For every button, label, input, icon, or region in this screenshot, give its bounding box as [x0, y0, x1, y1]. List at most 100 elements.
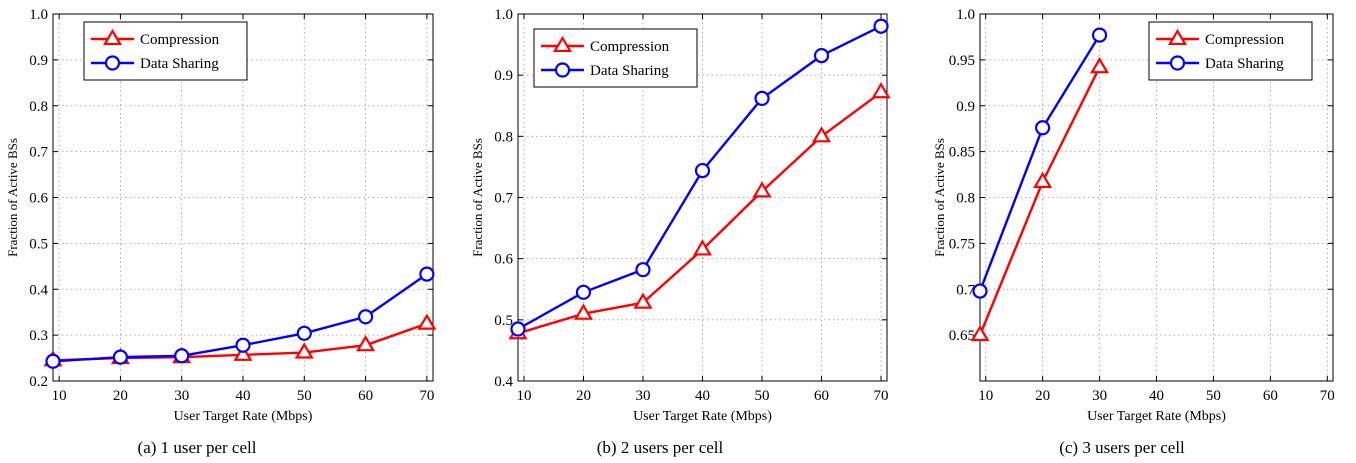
plot1-ytick-label-5: 0.9 [494, 68, 513, 84]
plot2-ytick-label-1: 0.7 [956, 282, 975, 298]
plot1-ytick-label-4: 0.8 [494, 129, 513, 145]
plot1-ytick-label-2: 0.6 [494, 252, 513, 268]
plot2-series-1-point-0 [972, 283, 988, 299]
plot0-series-1-point-5 [357, 309, 374, 325]
plot0-ytick-label-8: 1.0 [29, 7, 48, 23]
plot2-series-line-0 [978, 66, 1101, 336]
plot0-series-1-point-0 [45, 353, 61, 369]
plot0-y-axis-label: Fraction of Active BSs [5, 138, 20, 257]
caption-c: (c) 3 users per cell [1059, 438, 1185, 457]
plot1-series-1-point-3 [694, 162, 711, 179]
plot0-xtick-label-1: 20 [113, 388, 128, 404]
plot0-legend-marker-0 [102, 28, 123, 46]
plot1-series-1-point-2 [635, 262, 651, 278]
plot1-xtick-label-5: 60 [814, 388, 829, 404]
chart-0: 10 20 30 40 50 60 70 0.2 0.3 0.4 0.5 0.6 0.7 0.8 0.9 1.… [5, 7, 437, 424]
plot2-ytick-label-0: 0.65 [949, 328, 975, 344]
plot0-legend-label-1: Data Sharing [140, 56, 219, 72]
plot0-series-1-point-2 [174, 348, 190, 364]
plot0-ytick-label-6: 0.8 [29, 99, 48, 115]
plot2-legend-label-0: Compression [1205, 32, 1285, 48]
plot1-x-axis-label: User Target Rate (Mbps) [633, 409, 772, 424]
plot0-x-axis-label: User Target Rate (Mbps) [174, 409, 313, 424]
plot0-ytick-label-3: 0.5 [29, 236, 48, 252]
plot2-xtick-label-3: 40 [1149, 388, 1164, 404]
chart-2: 10 20 30 40 50 60 70 0.65 0.7 0.75 0.8 0.85 0.9 0.95 1… [932, 7, 1335, 424]
plot0-series-1-point-3 [235, 337, 251, 353]
plot2-series-1-point-2 [1091, 27, 1108, 43]
plot0-xtick-label-3: 40 [236, 388, 251, 404]
plot0-ytick-label-5: 0.7 [29, 145, 48, 161]
plot1-legend-label-1: Data Sharing [590, 63, 669, 79]
caption-b: (b) 2 users per cell [596, 438, 724, 457]
plot2-x-axis-label: User Target Rate (Mbps) [1087, 409, 1226, 424]
plot0-series-0-point-3 [233, 344, 253, 361]
plot1-legend-marker-1 [554, 62, 571, 78]
plot0-ytick-label-1: 0.3 [29, 328, 48, 344]
plot0-xtick-label-5: 60 [358, 388, 373, 404]
plot0-ytick-label-7: 0.9 [29, 53, 48, 69]
plot1-series-0-point-2 [633, 292, 653, 309]
plot1-series-0-point-5 [812, 126, 832, 143]
plot1-series-0-point-1 [573, 303, 593, 320]
plot2-series-0-point-1 [1033, 171, 1053, 188]
plot0-series-0-point-4 [294, 342, 314, 359]
plot1-y-axis-label: Fraction of Active BSs [470, 138, 485, 257]
plot0-ytick-label-2: 0.4 [29, 282, 48, 298]
plot0-series-0-point-6 [417, 313, 437, 330]
plot0-ytick-label-0: 0.2 [29, 374, 48, 390]
plot1-ytick-label-3: 0.7 [494, 191, 513, 207]
plot1-xtick-label-3: 40 [695, 388, 710, 404]
plot1-series-0-point-4 [752, 181, 772, 198]
plot0-xtick-label-0: 10 [52, 388, 67, 404]
plot2-legend-marker-1 [1169, 55, 1186, 71]
plot2-ytick-label-3: 0.8 [956, 191, 975, 207]
plot2-series-1-point-1 [1035, 120, 1051, 136]
plot1-series-1-point-4 [754, 90, 770, 107]
plot2-legend-label-1: Data Sharing [1205, 56, 1284, 72]
plot0-legend-label-0: Compression [140, 32, 220, 48]
plot1-legend-marker-0 [552, 35, 573, 53]
plot2-series-0-point-2 [1090, 57, 1110, 74]
plot0-series-1-point-1 [112, 349, 129, 365]
plot0-legend: Compression Data Sharing [83, 21, 248, 81]
plot1-series-0-point-3 [692, 239, 713, 256]
plot2-y-axis-label: Fraction of Active BSs [932, 138, 947, 257]
plot1-ytick-label-6: 1.0 [494, 7, 513, 23]
caption-a: (a) 1 user per cell [137, 438, 257, 457]
plot0-xtick-label-2: 30 [174, 388, 189, 404]
plot1-xtick-label-2: 30 [635, 388, 650, 404]
plot0-series-0-point-5 [356, 335, 376, 352]
plot1-series-1-point-0 [510, 321, 526, 337]
plot2-xtick-label-6: 70 [1320, 388, 1335, 404]
plot0-legend-marker-1 [104, 55, 121, 71]
plot2-xtick-label-4: 50 [1206, 388, 1221, 404]
plot2-xtick-label-1: 20 [1035, 388, 1050, 404]
plot0-ytick-label-4: 0.6 [29, 191, 48, 207]
plot0-series-1-point-4 [296, 325, 312, 341]
plot2-ytick-label-6: 0.95 [949, 53, 975, 69]
plot2-xtick-label-2: 30 [1092, 388, 1107, 404]
plot1-ytick-label-0: 0.4 [494, 374, 513, 390]
plot1-series-1-point-1 [575, 284, 592, 300]
plot1-xtick-label-0: 10 [516, 388, 531, 404]
plot2-ytick-label-7: 1.0 [956, 7, 975, 23]
plot0-xtick-label-4: 50 [297, 388, 312, 404]
plot2-series-0-point-0 [970, 324, 990, 342]
plot1-legend-label-0: Compression [590, 39, 670, 55]
plot0-series-1-point-6 [419, 266, 435, 282]
plot2-legend-marker-0 [1167, 28, 1188, 46]
plot1-legend: Compression Data Sharing [533, 28, 698, 88]
plot2-series-line-1 [978, 34, 1101, 292]
plot2-legend: Compression Data Sharing [1148, 21, 1313, 81]
plot2-ytick-label-4: 0.85 [949, 145, 975, 161]
plot1-series-1-point-6 [873, 18, 889, 34]
plot1-xtick-label-4: 50 [755, 388, 770, 404]
plot0-xtick-label-6: 70 [419, 388, 434, 404]
plot1-ytick-label-1: 0.5 [494, 313, 513, 329]
plot1-series-0-point-6 [871, 82, 891, 99]
plot1-xtick-label-1: 20 [576, 388, 591, 404]
plot1-series-1-point-5 [813, 47, 830, 64]
plot1-xtick-label-6: 70 [874, 388, 889, 404]
